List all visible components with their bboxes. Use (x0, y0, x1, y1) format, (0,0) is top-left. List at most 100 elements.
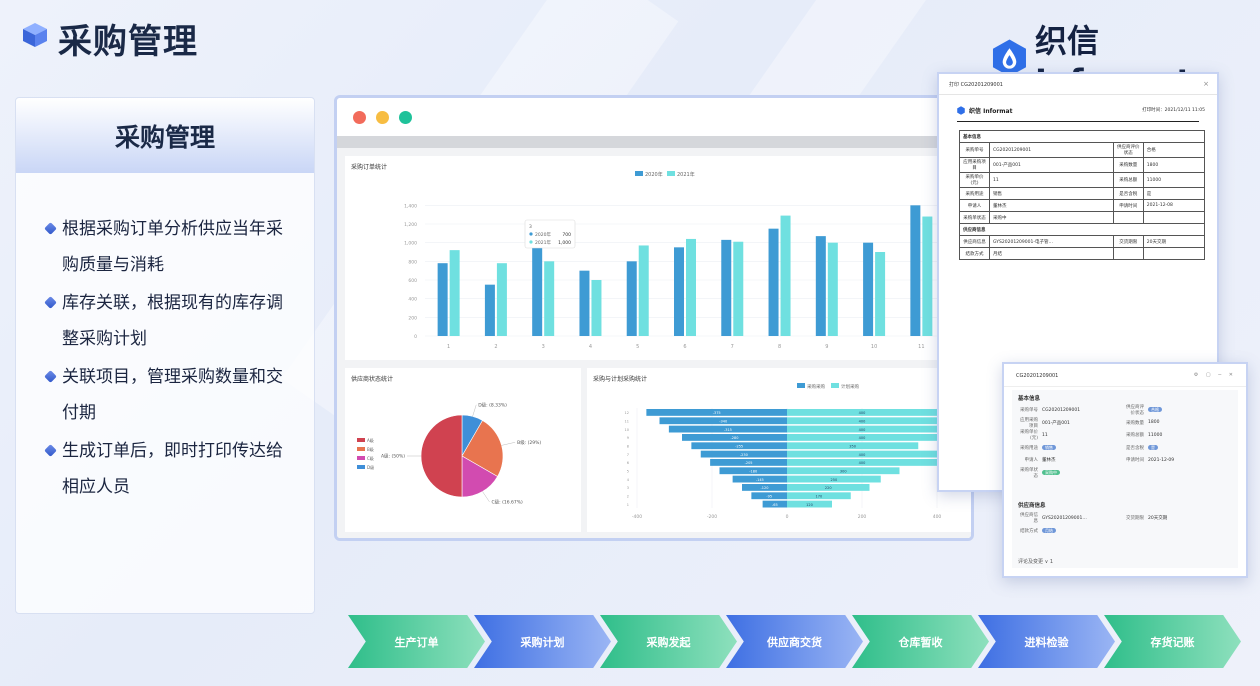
x-tick-label: 11 (918, 344, 924, 350)
x-tick-label: 6 (683, 344, 686, 350)
field-value[interactable]: 董林杰 (1042, 458, 1056, 464)
flow-step: 存货记账 (1104, 615, 1241, 668)
informat-logo-icon (992, 39, 1026, 77)
feature-panel: 采购管理 根据采购订单分析供应当年采购质量与消耗 库存关联，根据现有的库存调整采… (15, 97, 315, 614)
bar (496, 263, 507, 336)
form-row: 供应商信息 GYS20201209001… 交货期限 20天交期 (1016, 512, 1238, 525)
tooltip-value: 1,000 (558, 240, 571, 246)
field-value[interactable]: 20天交期 (1148, 516, 1168, 522)
minimize-dot-icon[interactable] (376, 110, 389, 124)
tooltip-dot (529, 240, 533, 244)
informat-logo-icon (957, 106, 965, 115)
field-value[interactable]: 2021-12-09 (1148, 457, 1175, 463)
bar (787, 434, 937, 441)
print-time: 打印时间：2021/12/11 11:05 (1142, 108, 1205, 113)
bar-label: 350 (849, 445, 856, 449)
pie-slice (461, 420, 504, 477)
field-value: 销售 (989, 187, 1114, 200)
field-value[interactable]: 1800 (1148, 420, 1160, 426)
x-tick-label: 7 (731, 344, 734, 350)
bar-label: 400 (859, 428, 866, 432)
field-value[interactable]: GYS20201209001… (1042, 515, 1087, 521)
print-window-title: 打印 CG20201209001 (949, 82, 1003, 88)
bar-label: -180 (749, 470, 757, 474)
field-value: 董林杰 (989, 199, 1114, 212)
bidir-chart-title: 采购与计划采购统计 (593, 376, 648, 383)
y-tick-label: 6 (627, 461, 629, 465)
maximize-dot-icon[interactable] (399, 110, 412, 124)
bar-label: 400 (859, 461, 866, 465)
y-tick-label: 200 (408, 315, 417, 321)
process-flow: 生产订单 采购计划 采购发起 供应商交货 仓库暂收 进料检验 存货记账 (348, 615, 1248, 668)
bar-label: -205 (745, 461, 753, 465)
detail-form-window: CG20201209001 ⚙ ▢ ─ ✕ 基本信息 采购单号 CG2020120… (1002, 362, 1248, 578)
window-controls-icon[interactable]: ⚙ ▢ ─ ✕ (1193, 372, 1236, 378)
bar (591, 280, 602, 336)
form-row: 申请人 董林杰 申请时间 2021-12-09 (1016, 454, 1238, 467)
bar-label: -65 (772, 503, 778, 507)
dashboard: 采购订单统计 2020年 2021年 0 200 400 600 800 1,000 1,200… (337, 148, 971, 538)
field-value[interactable]: 11 (1042, 432, 1048, 438)
y-tick-label: 9 (627, 436, 629, 440)
form-row: 采购单价(元) 11 采购总额 11000 (1016, 429, 1238, 442)
y-tick-label: 8 (627, 445, 629, 449)
bar-label: -95 (766, 495, 772, 499)
bar (710, 459, 787, 466)
bar (827, 242, 838, 336)
field-value: CG20201209001 (989, 142, 1114, 158)
table-row: 采购单号 CG20201209001 供应商评价状态 合格 (959, 142, 1206, 158)
bar (646, 409, 787, 416)
field-value[interactable]: 是 (1148, 444, 1228, 451)
pie-label: B级: (29%) (517, 439, 541, 446)
close-dot-icon[interactable] (353, 110, 366, 124)
field-value[interactable]: 月结 (1042, 527, 1122, 534)
bar (691, 442, 787, 450)
pie-chart-title: 供应商状态统计 (351, 376, 394, 383)
bar (787, 450, 937, 458)
field-label: 供应商信息 (1020, 513, 1038, 525)
legend-label: B级 (367, 446, 374, 452)
bar-label: -280 (731, 436, 739, 440)
detail-window-title: CG20201209001 (1016, 373, 1059, 379)
field-value[interactable]: CG20201209001 (1042, 407, 1081, 413)
field-label: 应用采购项目 (959, 157, 990, 173)
tooltip-box (524, 219, 576, 249)
y-tick-label: 1,200 (404, 222, 417, 228)
field-value[interactable]: 001-产品001 (1042, 420, 1070, 426)
bar (787, 417, 937, 425)
field-value[interactable]: 销售 (1042, 444, 1122, 451)
bar-label: 400 (859, 453, 866, 457)
y-tick-label: 11 (625, 420, 629, 424)
field-value: 1800 (1142, 157, 1206, 173)
bar (863, 242, 874, 336)
comments-toggle[interactable]: 评论及变更 ∨ 1 (1018, 559, 1054, 565)
bar (910, 205, 921, 336)
bar (659, 417, 787, 425)
field-value[interactable]: 合格 (1148, 407, 1228, 413)
field-label: 申请时间 (1112, 199, 1144, 212)
bar-label: 300 (840, 470, 847, 474)
bar (532, 244, 543, 336)
flow-step: 仓库暂收 (852, 615, 989, 668)
field-label: 采购单号 (1020, 408, 1038, 414)
legend-label: D级 (367, 464, 374, 470)
pie-leader (482, 491, 490, 503)
field-label: 供应商信息 (959, 235, 990, 248)
form-row: 结款方式 月结 (1016, 525, 1238, 538)
print-preview-window: 打印 CG20201209001 × 织信 Informat 打印时间：2021… (937, 72, 1219, 492)
tooltip-label: 2020年 (535, 231, 551, 238)
bar (787, 425, 937, 433)
flow-step: 采购计划 (474, 615, 611, 668)
bar (579, 270, 590, 336)
pie-chart-card: 供应商状态统计 D级: (8.33%) B级: (29%) C级: (16.67%)… (345, 368, 581, 532)
field-value[interactable]: 11000 (1148, 432, 1163, 438)
tooltip-dot (529, 232, 533, 236)
detail-basic-fields: 采购单号 CG20201209001 供应商评价状态 合格 应用采购项目 001-产品00… (1016, 404, 1238, 479)
status-badge: 是 (1148, 444, 1158, 450)
bar-label: 120 (806, 503, 813, 507)
cube-icon (23, 23, 47, 47)
field-label: 采购用途 (1020, 445, 1038, 451)
field-value[interactable]: 采购中 (1042, 469, 1122, 476)
table-row: 采购单状态 采购中 (959, 211, 1206, 224)
close-icon[interactable]: × (1203, 80, 1209, 88)
